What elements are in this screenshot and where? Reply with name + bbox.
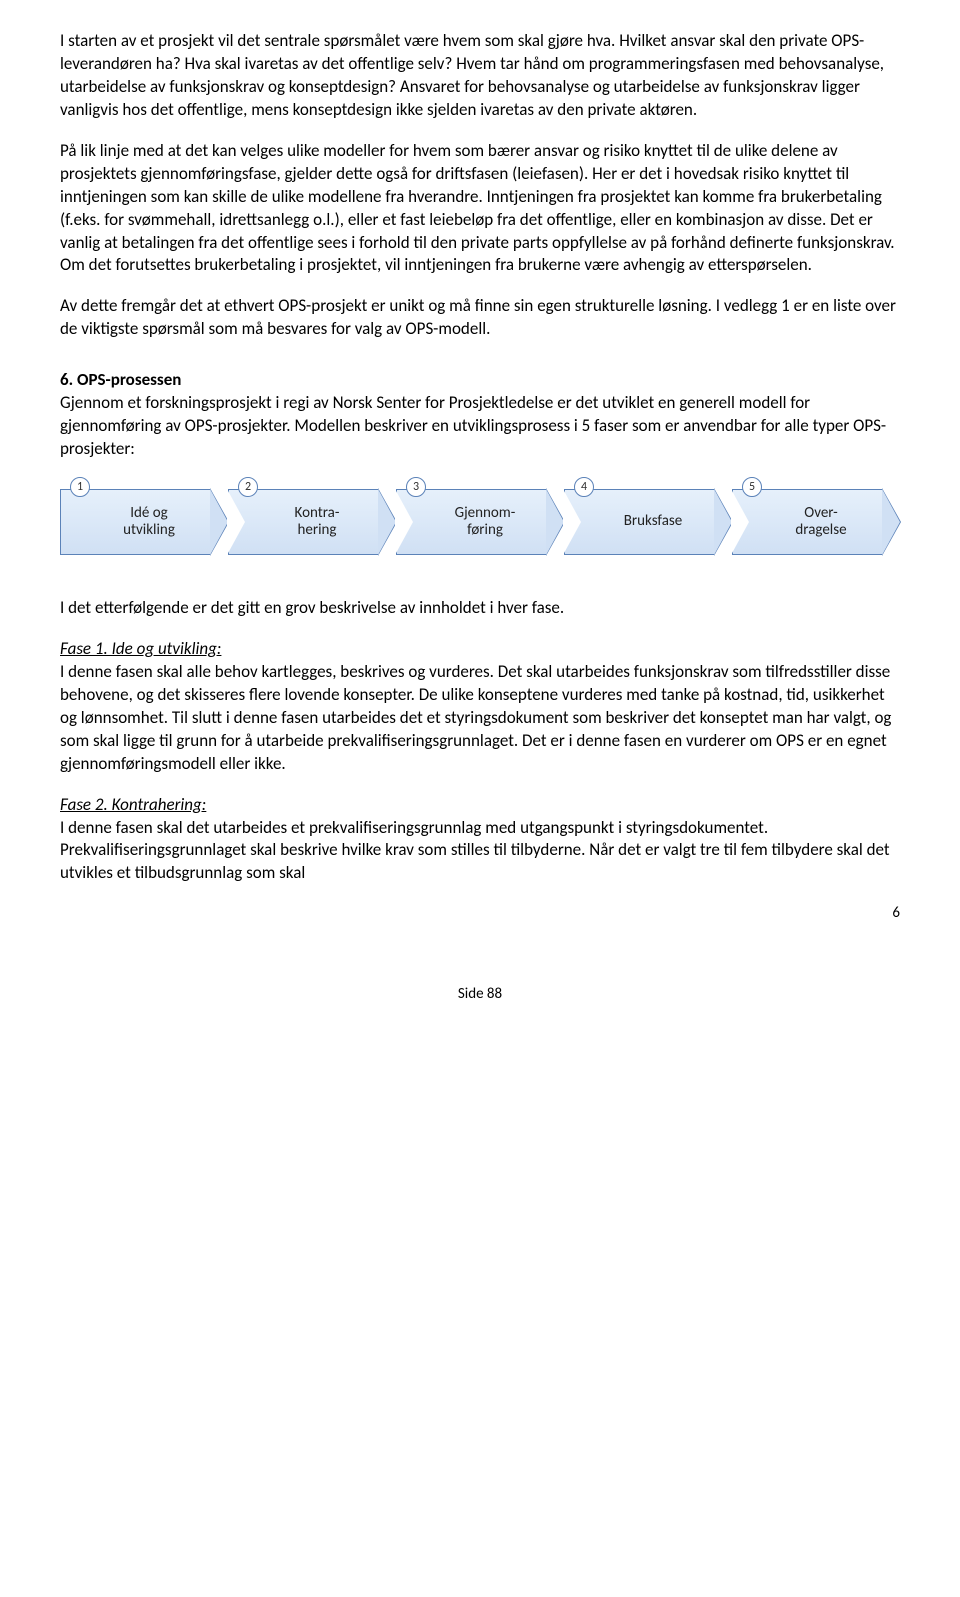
phase-label-5: Over- dragelse [779, 505, 852, 540]
fase2-body: I denne fasen skal det utarbeides et pre… [60, 817, 900, 886]
phase-number-3: 3 [406, 477, 426, 497]
phase-arrow-3: 3 Gjennom- føring [396, 489, 564, 555]
phase-arrow-4: 4 Bruksfase [564, 489, 732, 555]
phase-arrow-2: 2 Kontra- hering [228, 489, 396, 555]
phase-label-3: Gjennom- føring [439, 505, 522, 540]
phase-label-4: Bruksfase [608, 513, 688, 530]
paragraph-5: I det etterfølgende er det gitt en grov … [60, 597, 900, 620]
fase2-heading: Fase 2. Kontrahering: [60, 794, 900, 817]
phase-label-2: Kontra- hering [279, 505, 346, 540]
fase1-heading: Fase 1. Ide og utvikling: [60, 638, 900, 661]
phase-arrow-5: 5 Over- dragelse [732, 489, 900, 555]
page-number: 6 [60, 903, 900, 923]
paragraph-4: Gjennom et forskningsprosjekt i regi av … [60, 392, 900, 461]
phase-number-2: 2 [238, 477, 258, 497]
phase-label-1: Idé og utvikling [107, 505, 181, 540]
paragraph-2: På lik linje med at det kan velges ulike… [60, 140, 900, 278]
phase-number-4: 4 [574, 477, 594, 497]
diagram-row: 1 Idé og utvikling 2 Kontra- hering 3 [60, 489, 900, 555]
heading-ops-prosessen: 6. OPS-prosessen [60, 369, 900, 392]
phase-number-5: 5 [742, 477, 762, 497]
phase-arrow-1: 1 Idé og utvikling [60, 489, 228, 555]
phase-number-1: 1 [70, 477, 90, 497]
footer-side-label: Side 88 [60, 984, 900, 1004]
process-diagram: 1 Idé og utvikling 2 Kontra- hering 3 [60, 489, 900, 555]
paragraph-1: I starten av et prosjekt vil det sentral… [60, 30, 900, 122]
paragraph-3: Av dette fremgår det at ethvert OPS-pros… [60, 295, 900, 341]
fase1-body: I denne fasen skal alle behov kartlegges… [60, 661, 900, 776]
